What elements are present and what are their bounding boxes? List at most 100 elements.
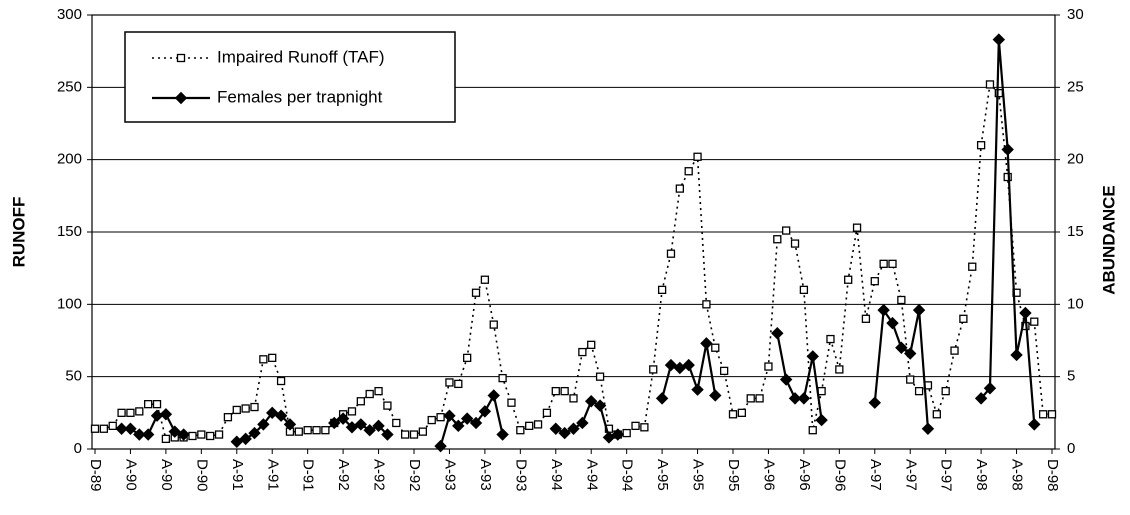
runoff-marker <box>383 401 392 410</box>
female-marker <box>886 316 899 330</box>
runoff-marker <box>99 424 109 433</box>
female-marker <box>691 383 704 396</box>
female-marker <box>1001 143 1014 156</box>
runoff-marker <box>551 386 560 396</box>
legend-marker <box>176 53 186 63</box>
runoff-marker <box>321 426 330 435</box>
runoff-marker <box>950 346 959 355</box>
runoff-marker <box>799 285 809 295</box>
runoff-marker <box>117 408 126 417</box>
female-marker <box>434 439 447 453</box>
legend: Impaired Runoff (TAF) Females per trapnig… <box>124 31 456 123</box>
female-marker <box>992 33 1006 46</box>
runoff-marker <box>392 418 401 428</box>
runoff-marker <box>560 386 569 396</box>
x-tick-label: D-89 <box>87 459 104 492</box>
female-marker <box>177 428 190 441</box>
female-marker <box>159 408 173 421</box>
female-marker <box>469 416 483 430</box>
runoff-marker <box>312 426 321 435</box>
runoff-marker <box>276 376 286 386</box>
runoff-marker <box>932 410 941 419</box>
x-tick-label: A-90 <box>122 459 139 491</box>
runoff-marker <box>533 420 543 429</box>
y-tick-label: 300 <box>57 6 82 23</box>
legend-box <box>124 31 456 123</box>
female-marker <box>585 395 598 408</box>
female-marker <box>115 422 128 435</box>
x-tick-label: A-98 <box>1009 459 1026 491</box>
runoff-marker <box>897 295 906 305</box>
y2-tick-label: 30 <box>1067 6 1084 23</box>
runoff-marker <box>985 80 995 89</box>
female-marker <box>921 422 935 435</box>
runoff-marker <box>737 408 747 417</box>
x-tick-label: A-97 <box>867 459 884 491</box>
runoff-marker <box>214 430 224 439</box>
runoff-marker <box>666 249 676 258</box>
female-marker <box>274 409 288 422</box>
x-tick-label: A-93 <box>477 459 494 491</box>
runoff-marker <box>498 373 507 383</box>
runoff-marker <box>790 239 800 248</box>
female-marker <box>558 426 571 440</box>
legend-label: Impaired Runoff (TAF) <box>217 47 385 66</box>
runoff-marker <box>206 431 215 441</box>
female-marker <box>443 409 456 422</box>
female-marker <box>133 428 146 441</box>
female-marker <box>248 426 261 440</box>
x-tick-label: D-95 <box>725 459 742 492</box>
runoff-marker <box>835 365 844 374</box>
runoff-marker <box>90 424 100 433</box>
runoff-marker <box>941 386 950 396</box>
x-tick-label: A-94 <box>548 459 565 491</box>
runoff-marker <box>241 404 250 413</box>
runoff-marker <box>657 285 667 295</box>
runoff-marker <box>684 167 693 176</box>
female-marker <box>1019 306 1032 320</box>
runoff-marker <box>436 413 445 422</box>
y-axis-title: RUNOFF <box>9 197 28 268</box>
runoff-marker <box>400 430 410 439</box>
runoff-marker <box>356 397 365 406</box>
female-marker <box>788 392 802 405</box>
female-marker <box>912 303 926 317</box>
runoff-marker <box>959 314 968 323</box>
female-marker <box>1010 348 1023 362</box>
runoff-marker <box>817 386 826 396</box>
runoff-marker <box>675 184 684 193</box>
runoff-marker <box>746 394 755 403</box>
female-marker <box>328 416 341 430</box>
runoff-marker <box>365 389 374 399</box>
female-marker <box>904 347 917 360</box>
x-tick-label: D-93 <box>512 459 529 492</box>
runoff-marker <box>188 431 197 441</box>
runoff-marker <box>578 347 587 357</box>
y-tick-label: 150 <box>57 223 82 240</box>
runoff-marker <box>427 415 436 425</box>
runoff-marker <box>649 365 658 374</box>
x-tick-label: A-95 <box>654 459 671 491</box>
runoff-marker <box>135 407 144 416</box>
female-marker <box>452 419 465 433</box>
female-marker <box>141 428 155 441</box>
x-tick-label: A-92 <box>371 459 388 491</box>
runoff-marker <box>374 386 383 396</box>
runoff-marker <box>463 353 472 363</box>
female-marker <box>567 422 580 435</box>
runoff-marker <box>223 413 233 422</box>
y-tick-label: 100 <box>57 295 82 312</box>
female-marker <box>700 337 713 350</box>
runoff-marker <box>755 394 764 403</box>
runoff-marker <box>826 334 835 344</box>
runoff-marker <box>587 340 596 349</box>
female-marker <box>266 406 279 420</box>
runoff-marker <box>773 235 782 244</box>
x-tick-label: A-91 <box>229 459 246 491</box>
x-tick-label: A-90 <box>158 459 175 491</box>
plot-frame <box>91 14 1056 450</box>
female-marker <box>602 431 616 444</box>
runoff-marker <box>418 427 428 436</box>
runoff-marker <box>250 402 259 412</box>
runoff-marker <box>569 394 578 403</box>
